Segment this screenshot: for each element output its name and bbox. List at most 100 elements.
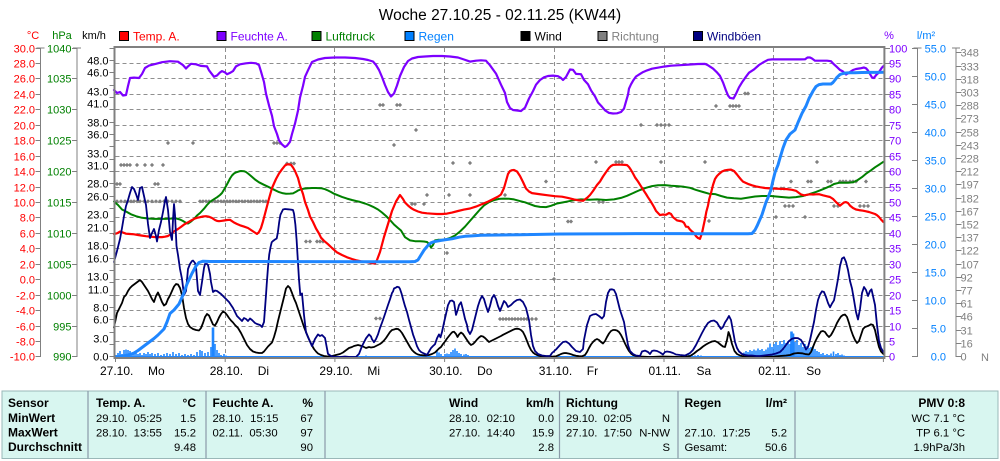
svg-text:1.5: 1.5	[180, 413, 196, 425]
svg-text:1010: 1010	[47, 229, 71, 241]
svg-text:85: 85	[889, 90, 901, 102]
svg-text:55.0: 55.0	[925, 44, 946, 56]
svg-text:15.2: 15.2	[174, 428, 196, 440]
svg-text:1020: 1020	[47, 167, 71, 179]
svg-text:6.0: 6.0	[20, 229, 35, 241]
svg-text:Sa: Sa	[697, 364, 712, 378]
svg-text:Regen: Regen	[419, 30, 454, 44]
svg-text:35.0: 35.0	[925, 156, 946, 168]
svg-text:28.0: 28.0	[87, 179, 108, 191]
svg-text:36.0: 36.0	[87, 130, 108, 142]
svg-text:%: %	[302, 396, 313, 410]
svg-text:318: 318	[961, 75, 979, 87]
svg-text:50.0: 50.0	[925, 72, 946, 84]
svg-text:97: 97	[300, 428, 313, 440]
svg-text:61: 61	[961, 299, 973, 311]
svg-text:Regen: Regen	[685, 396, 722, 410]
svg-text:21.0: 21.0	[87, 223, 108, 235]
svg-text:1015: 1015	[47, 198, 71, 210]
svg-text:27.10. 17:25: 27.10. 17:25	[685, 428, 751, 440]
svg-text:80: 80	[889, 105, 901, 117]
svg-text:S: S	[662, 442, 670, 454]
svg-text:28.10. 02:10: 28.10. 02:10	[449, 413, 515, 425]
svg-text:55: 55	[889, 183, 901, 195]
svg-text:WC 7.1 °C: WC 7.1 °C	[912, 413, 965, 425]
svg-text:995: 995	[53, 322, 71, 334]
svg-text:Richtung: Richtung	[566, 396, 618, 410]
svg-text:5.2: 5.2	[771, 428, 787, 440]
svg-text:28.10.: 28.10.	[210, 364, 243, 378]
svg-text:Feuchte A.: Feuchte A.	[213, 396, 274, 410]
svg-text:5.0: 5.0	[931, 324, 946, 336]
svg-text:1000: 1000	[47, 291, 71, 303]
svg-text:Windböen: Windböen	[707, 30, 761, 44]
svg-text:3.0: 3.0	[93, 334, 108, 346]
svg-text:18.0: 18.0	[87, 241, 108, 253]
svg-text:N: N	[981, 352, 989, 364]
svg-text:11.0: 11.0	[88, 285, 109, 297]
svg-text:26.0: 26.0	[14, 74, 35, 86]
svg-text:Sensor: Sensor	[8, 396, 49, 410]
svg-text:2.0: 2.0	[20, 260, 35, 272]
svg-text:35: 35	[889, 244, 901, 256]
svg-text:137: 137	[961, 233, 979, 245]
svg-text:-10.0: -10.0	[10, 352, 35, 364]
svg-text:15.0: 15.0	[925, 268, 946, 280]
svg-text:Temp. A.: Temp. A.	[96, 396, 145, 410]
svg-text:38.0: 38.0	[87, 118, 108, 130]
svg-text:31.0: 31.0	[87, 161, 108, 173]
svg-text:303: 303	[961, 88, 979, 100]
svg-text:20.0: 20.0	[14, 121, 35, 133]
svg-text:N: N	[662, 413, 670, 425]
svg-text:%: %	[884, 30, 894, 42]
svg-text:28.10. 15:15: 28.10. 15:15	[213, 413, 279, 425]
svg-text:0.0: 0.0	[931, 352, 946, 364]
svg-text:31.10.: 31.10.	[539, 364, 572, 378]
svg-text:1025: 1025	[47, 136, 71, 148]
svg-text:Temp. A.: Temp. A.	[133, 30, 180, 44]
svg-text:28.0: 28.0	[14, 59, 35, 71]
svg-text:hPa: hPa	[52, 30, 72, 42]
svg-text:27.10. 17:50: 27.10. 17:50	[566, 428, 632, 440]
svg-text:20: 20	[889, 291, 901, 303]
svg-text:Feuchte A.: Feuchte A.	[231, 30, 288, 44]
svg-text:77: 77	[961, 286, 973, 298]
svg-text:29.10.: 29.10.	[319, 364, 352, 378]
svg-text:243: 243	[961, 141, 979, 153]
svg-text:0.0: 0.0	[20, 275, 35, 287]
svg-text:-4.0: -4.0	[16, 306, 35, 318]
svg-text:-2.0: -2.0	[16, 291, 35, 303]
svg-text:02.11. 05:30: 02.11. 05:30	[213, 428, 278, 440]
svg-text:152: 152	[961, 220, 979, 232]
svg-text:31: 31	[961, 326, 973, 338]
svg-text:107: 107	[961, 260, 979, 272]
svg-text:10.0: 10.0	[14, 198, 35, 210]
svg-text:333: 333	[961, 62, 979, 74]
svg-text:9.48: 9.48	[174, 442, 196, 454]
svg-text:0: 0	[961, 352, 967, 364]
svg-text:6.0: 6.0	[93, 315, 108, 327]
svg-text:10: 10	[889, 322, 901, 334]
svg-text:15.9: 15.9	[532, 428, 554, 440]
svg-text:18.0: 18.0	[14, 136, 35, 148]
svg-text:02.11.: 02.11.	[758, 364, 790, 378]
svg-text:°C: °C	[27, 30, 39, 42]
svg-text:23.0: 23.0	[87, 210, 108, 222]
svg-text:Gesamt:: Gesamt:	[685, 442, 728, 454]
svg-text:29.10. 05:25: 29.10. 05:25	[96, 413, 162, 425]
svg-text:990: 990	[53, 352, 71, 364]
svg-text:25.0: 25.0	[925, 212, 946, 224]
svg-text:01.11.: 01.11.	[649, 364, 681, 378]
svg-text:15: 15	[889, 306, 901, 318]
svg-text:40: 40	[889, 229, 901, 241]
svg-text:1005: 1005	[47, 260, 71, 272]
svg-text:16.0: 16.0	[87, 254, 108, 266]
svg-text:Durchschnitt: Durchschnitt	[8, 440, 82, 454]
svg-text:65: 65	[889, 152, 901, 164]
svg-text:TP 6.1 °C: TP 6.1 °C	[916, 428, 965, 440]
svg-text:l/m²: l/m²	[766, 396, 787, 410]
svg-text:45.0: 45.0	[925, 100, 946, 112]
svg-text:90: 90	[889, 74, 901, 86]
svg-text:46: 46	[961, 312, 973, 324]
svg-text:Mi: Mi	[367, 364, 380, 378]
